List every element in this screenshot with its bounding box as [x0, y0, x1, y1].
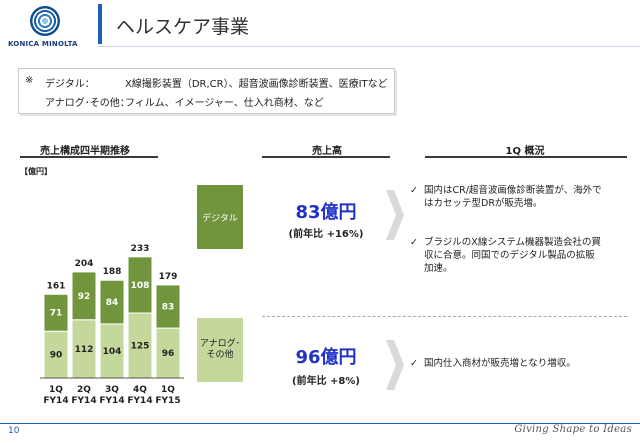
label-digital-3: 108: [131, 281, 150, 291]
digital-bullet-1: ✓ 国内はCR/超音波画像診断装置が、海外ではカセッテ型DRが販売増。: [410, 184, 604, 210]
digital-bullet-1-text: 国内はCR/超音波画像診断装置が、海外ではカセッテ型DRが販売増。: [424, 185, 602, 209]
segment-separator: [262, 316, 627, 317]
check-icon: ✓: [410, 358, 418, 369]
category-label-0-1: FY14: [43, 396, 68, 406]
analog-sales-amount: 96億円: [295, 347, 357, 368]
label-total-4: 179: [159, 272, 178, 282]
company-logo: KONICA MINOLTA: [8, 6, 82, 50]
check-icon: ✓: [410, 185, 418, 196]
analog-chevron-icon: [386, 340, 404, 390]
label-analog-3: 125: [131, 342, 150, 352]
overview-section-rule: [425, 156, 627, 158]
bar-analog-0: [43, 330, 69, 379]
bar-digital-3: [127, 256, 153, 314]
note-analog-label: アナログ･その他：: [45, 98, 130, 109]
logo-globe-icon: [30, 6, 60, 36]
digital-sales-yoy: (前年比 +16%): [288, 229, 364, 240]
analog-segment-text: アナログ･ その他: [199, 339, 241, 360]
quarterly-sales-chart: 90711611QFY14112922042QFY14104841883QFY1…: [40, 244, 184, 406]
sales-section-title: 売上高: [312, 146, 342, 157]
digital-sales-amount: 83億円: [295, 202, 357, 223]
label-analog-4: 96: [162, 349, 175, 359]
digital-bullet-2: ✓ ブラジルのX線システム機器製造会社の買収に合意。同国でのデジタル製品の拡販加速…: [410, 236, 604, 275]
analog-bullet-1-text: 国内仕入商材が販売増となり増収。: [424, 358, 576, 369]
analog-segment-label: アナログ･ その他: [197, 318, 243, 382]
sales-section-rule: [262, 156, 390, 158]
note-analog-value: フィルム、イメージャー、仕入れ商材、など: [125, 98, 324, 109]
bar-digital-4: [155, 284, 181, 329]
bar-digital-2: [99, 279, 125, 325]
category-label-1-0: 2Q: [77, 385, 91, 395]
label-analog-2: 104: [103, 347, 122, 357]
category-label-2-1: FY14: [99, 396, 124, 406]
label-total-2: 188: [103, 267, 122, 277]
label-analog-0: 90: [50, 351, 63, 361]
label-analog-1: 112: [75, 345, 94, 355]
category-label-0-0: 1Q: [49, 385, 63, 395]
category-label-4-0: 1Q: [161, 385, 175, 395]
overview-section-title: 1Q 概況: [505, 146, 545, 157]
check-icon: ✓: [410, 237, 418, 248]
bar-digital-1: [71, 271, 97, 321]
note-mark: ※: [25, 75, 34, 86]
trend-section-rule: [20, 156, 158, 158]
page-title: ヘルスケア事業: [116, 16, 250, 38]
category-label-4-1: FY15: [155, 396, 180, 406]
digital-chevron-icon: [386, 190, 404, 240]
digital-segment-label: デジタル: [197, 185, 243, 249]
label-digital-2: 84: [106, 298, 119, 308]
category-label-2-0: 3Q: [105, 385, 119, 395]
label-digital-0: 71: [50, 309, 63, 319]
trend-section-title: 売上構成四半期推移: [40, 146, 130, 157]
footer-divider: [0, 423, 640, 424]
label-digital-1: 92: [78, 292, 91, 302]
bar-digital-0: [43, 293, 69, 332]
note-digital-value: X線撮影装置（DR,CR）、超音波画像診断装置、医療ITなど: [125, 79, 388, 90]
label-total-3: 233: [131, 244, 150, 254]
footer-slogan: Giving Shape to Ideas: [514, 424, 632, 435]
category-label-1-1: FY14: [71, 396, 96, 406]
header-accent-bar: [98, 4, 102, 44]
category-label-3-1: FY14: [127, 396, 152, 406]
label-digital-4: 83: [162, 303, 175, 313]
note-digital-label: デジタル：: [45, 79, 95, 90]
logo-text: KONICA MINOLTA: [8, 40, 78, 48]
segment-definition-note: ※ デジタル： X線撮影装置（DR,CR）、超音波画像診断装置、医療ITなど ア…: [18, 68, 395, 114]
analog-bullet-1: ✓ 国内仕入商材が販売増となり増収。: [410, 357, 604, 370]
header-divider: [98, 46, 640, 47]
label-total-0: 161: [47, 281, 66, 291]
digital-bullet-2-text: ブラジルのX線システム機器製造会社の買収に合意。同国でのデジタル製品の拡販加速。: [424, 237, 602, 274]
label-total-1: 204: [75, 259, 94, 269]
analog-sales-yoy: (前年比 +8%): [292, 376, 360, 387]
page-number: 10: [8, 426, 20, 436]
chart-unit-label: 【億円】: [20, 167, 52, 176]
category-label-3-0: 4Q: [133, 385, 147, 395]
